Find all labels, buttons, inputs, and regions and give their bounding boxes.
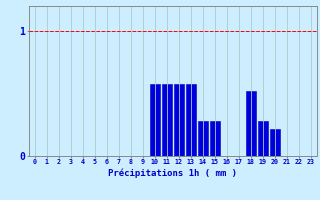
Bar: [270, 129, 280, 156]
Bar: [186, 84, 196, 156]
Bar: [258, 121, 268, 156]
X-axis label: Précipitations 1h ( mm ): Précipitations 1h ( mm ): [108, 168, 237, 178]
Bar: [210, 121, 220, 156]
Bar: [150, 84, 160, 156]
Bar: [198, 121, 208, 156]
Bar: [162, 84, 172, 156]
Bar: [174, 84, 184, 156]
Bar: [246, 91, 256, 156]
